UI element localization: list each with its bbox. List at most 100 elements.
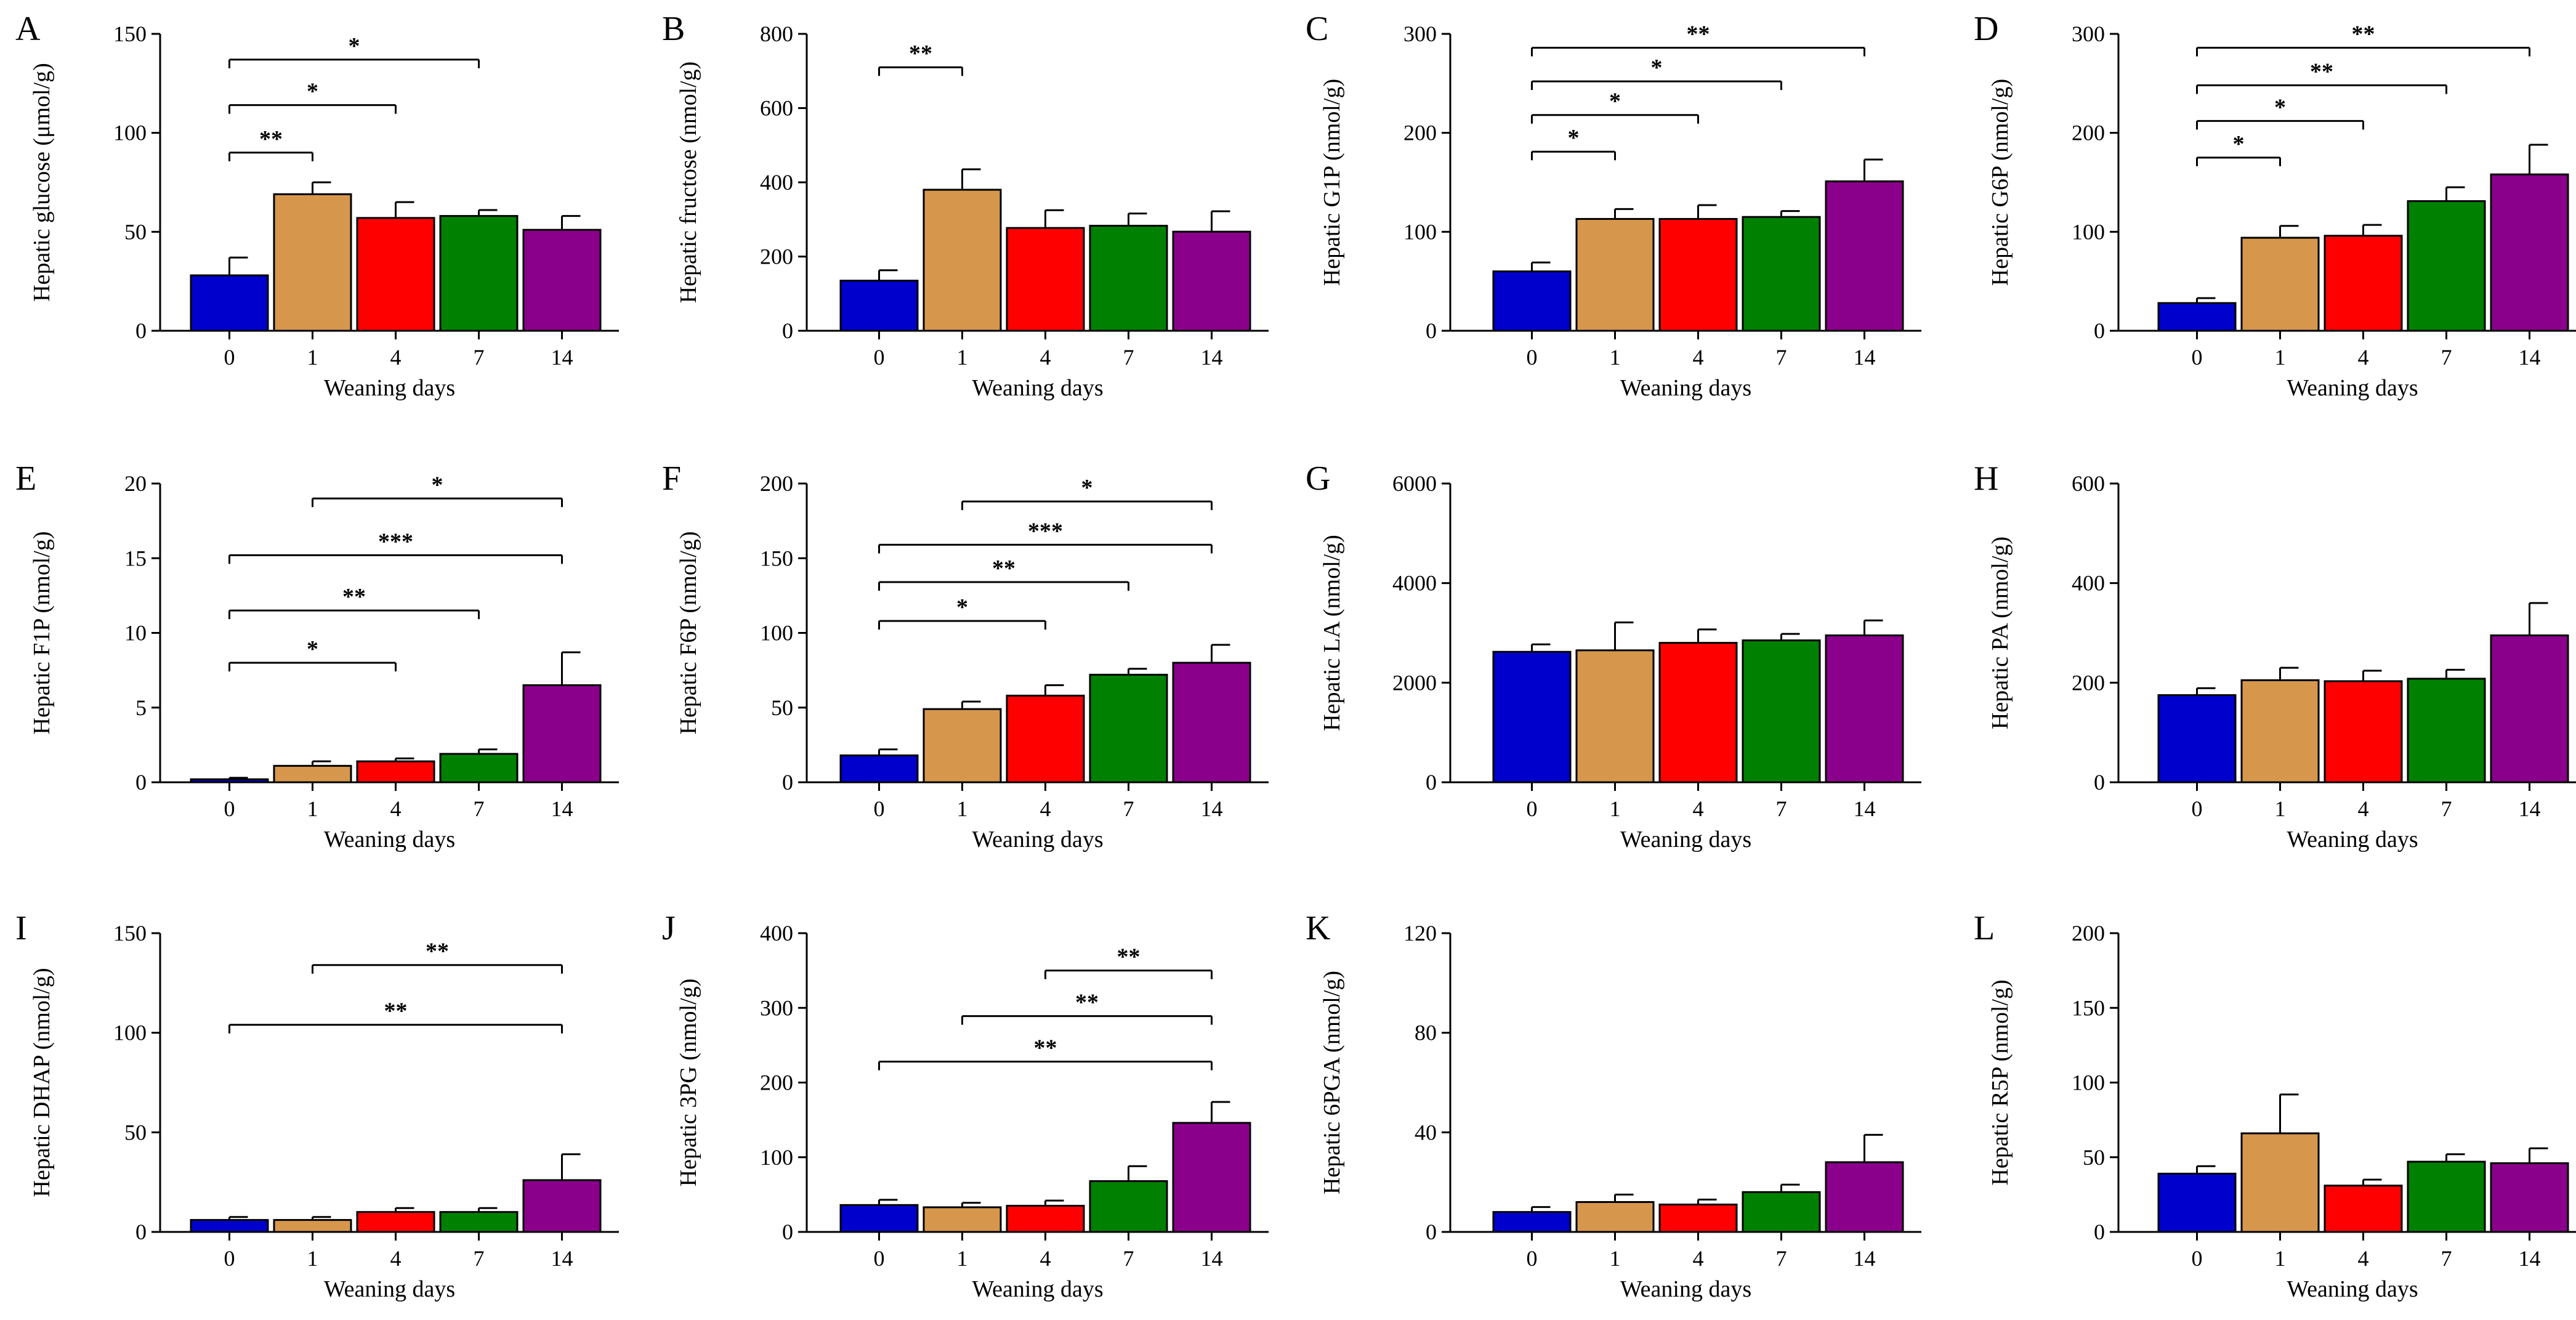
y-tick-label: 0	[135, 1220, 147, 1244]
x-axis-label: Weaning days	[972, 827, 1103, 852]
bar-14	[522, 684, 602, 783]
significance-label: *	[1609, 89, 1621, 115]
x-tick-label: 7	[474, 345, 485, 370]
y-tick-label: 200	[2072, 670, 2105, 695]
significance-label: *	[956, 594, 968, 620]
x-tick-label: 7	[2441, 345, 2452, 370]
significance-label: **	[2352, 21, 2375, 47]
y-tick-label: 400	[760, 921, 793, 945]
bar-4	[2324, 235, 2403, 332]
x-tick-label: 14	[1201, 1246, 1223, 1271]
bar-4	[356, 1211, 435, 1233]
bar-0	[2157, 1172, 2237, 1233]
significance-bracket: **	[228, 126, 313, 161]
y-tick-label: 100	[113, 1021, 147, 1045]
y-tick-label: 600	[760, 96, 793, 121]
x-tick-label: 4	[1040, 796, 1051, 821]
x-tick-label: 1	[307, 345, 318, 370]
y-tick-label: 0	[782, 1220, 793, 1244]
bar-14	[1172, 662, 1251, 783]
y-tick-label: 0	[782, 318, 793, 343]
x-tick-label: 4	[2358, 796, 2369, 821]
chart-panel-b: B 0 200 400 600 800 Hepatic fructose (nmol/g) 0…	[662, 10, 1269, 401]
bar-4	[1006, 694, 1085, 783]
x-tick-label: 7	[1123, 796, 1134, 821]
y-tick-label: 0	[2094, 1220, 2105, 1244]
significance-bracket: *	[961, 475, 1213, 511]
significance-bracket: **	[2196, 59, 2447, 94]
y-axis-label: Hepatic R5P (nmol/g)	[1987, 979, 2013, 1185]
significance-label: **	[384, 998, 408, 1024]
bar-14	[1825, 634, 1904, 783]
bar-4	[1006, 1205, 1085, 1233]
panel-letter-g: G	[1306, 460, 1330, 498]
x-tick-label: 14	[551, 796, 573, 821]
bar-4	[1658, 217, 1738, 332]
significance-label: **	[1687, 21, 1710, 47]
y-tick-label: 6000	[1392, 471, 1437, 496]
significance-label: **	[2310, 59, 2333, 85]
x-tick-label: 14	[2519, 796, 2541, 821]
bar-7	[1089, 224, 1168, 332]
x-tick-label: 7	[1776, 796, 1787, 821]
x-tick-label: 4	[1693, 1246, 1704, 1271]
bar-0	[1492, 650, 1572, 783]
x-tick-label: 4	[390, 796, 402, 821]
significance-label: *	[2274, 94, 2286, 120]
bar-0	[839, 754, 919, 783]
x-tick-label: 14	[1854, 1246, 1876, 1271]
bar-7	[2407, 200, 2486, 332]
significance-label: **	[992, 556, 1015, 581]
significance-bracket: *	[1531, 55, 1782, 91]
y-tick-label: 200	[760, 245, 793, 269]
x-tick-label: 4	[390, 1246, 402, 1271]
significance-bracket: *	[1531, 89, 1699, 124]
y-tick-label: 200	[2072, 921, 2105, 945]
significance-label: *	[432, 472, 443, 498]
bar-0	[190, 274, 269, 332]
significance-label: *	[307, 636, 318, 662]
y-tick-label: 200	[1403, 121, 1437, 145]
x-tick-label: 1	[957, 796, 968, 821]
bar-4	[2324, 680, 2403, 783]
x-tick-label: 7	[2441, 796, 2452, 821]
y-tick-label: 150	[113, 921, 147, 945]
bar-7	[1089, 673, 1168, 783]
bar-0	[190, 778, 269, 783]
x-tick-label: 0	[1527, 345, 1538, 370]
bar-0	[2157, 694, 2237, 783]
x-tick-label: 1	[2275, 345, 2286, 370]
significance-label: **	[1075, 990, 1099, 1016]
y-axis-label: Hepatic fructose (nmol/g)	[676, 62, 701, 304]
bar-0	[190, 1219, 269, 1233]
x-tick-label: 7	[1776, 345, 1787, 370]
x-axis-label: Weaning days	[324, 1276, 455, 1302]
bar-14	[1172, 230, 1251, 332]
x-axis-label: Weaning days	[324, 827, 455, 852]
significance-label: *	[1651, 55, 1663, 81]
y-tick-label: 0	[1426, 318, 1437, 343]
bar-0	[839, 1204, 919, 1233]
panel-letter-a: A	[15, 10, 41, 48]
x-tick-label: 1	[1610, 345, 1621, 370]
y-tick-label: 200	[760, 471, 793, 496]
y-tick-label: 80	[1415, 1021, 1437, 1045]
y-tick-label: 100	[760, 1145, 793, 1170]
bar-14	[522, 1179, 602, 1233]
significance-label: *	[1568, 125, 1580, 151]
bar-0	[1492, 1211, 1572, 1233]
x-tick-label: 0	[224, 796, 235, 821]
y-tick-label: 100	[1403, 219, 1437, 244]
significance-bracket: *	[312, 472, 563, 508]
x-tick-label: 1	[2275, 796, 2286, 821]
panel-letter-k: K	[1306, 909, 1330, 947]
x-axis-label: Weaning days	[1620, 375, 1751, 401]
y-tick-label: 200	[2072, 121, 2105, 145]
significance-bracket: *	[2196, 94, 2364, 130]
significance-bracket: **	[878, 41, 963, 76]
panel-letter-c: C	[1306, 10, 1328, 48]
bar-14	[522, 229, 602, 332]
